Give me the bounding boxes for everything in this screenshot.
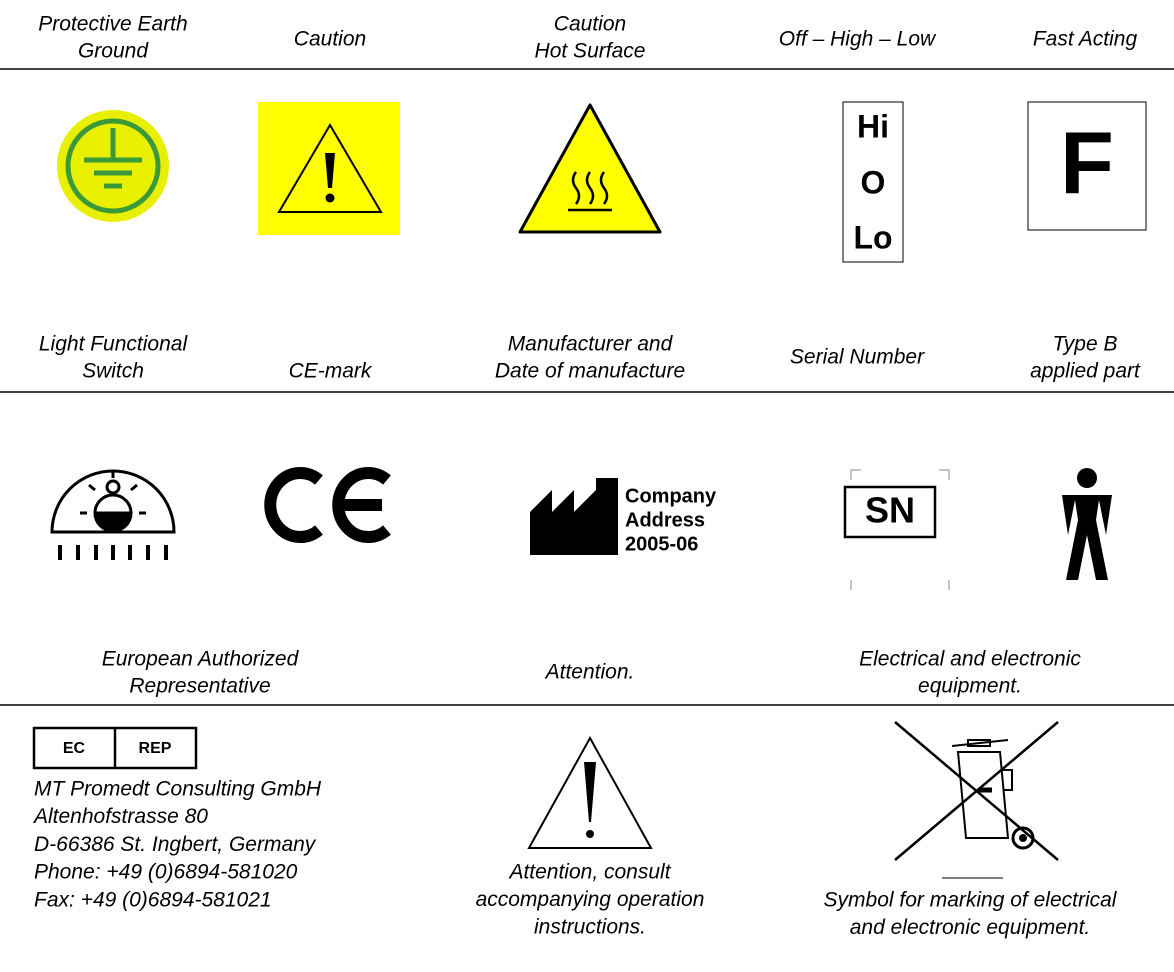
address-line: Fax: +49 (0)6894-581021	[34, 888, 272, 911]
light-switch-symbol	[50, 469, 176, 560]
attention-symbol	[527, 735, 653, 849]
switch-text: O	[861, 164, 886, 200]
earth-symbol	[57, 110, 169, 222]
symbol-label: Electrical and electronic	[859, 648, 1081, 671]
switch-text: Lo	[853, 219, 892, 255]
dividers	[0, 68, 1174, 706]
address-line: D-66386 St. Ingbert, Germany	[34, 833, 317, 856]
serial-text: SN	[865, 490, 915, 531]
symbol-label: Hot Surface	[535, 40, 646, 63]
weee-symbol	[894, 721, 1059, 879]
address-line: Altenhofstrasse 80	[32, 805, 208, 828]
symbol-label: European Authorized	[102, 648, 300, 671]
symbol-label: Serial Number	[790, 346, 925, 369]
manufacturer-text: Company	[625, 485, 717, 507]
rep-text: REP	[139, 740, 172, 757]
serial-symbol: SN	[843, 469, 950, 590]
symbol-label: Attention.	[544, 661, 635, 684]
symbol-label: equipment.	[918, 675, 1022, 698]
symbol-label: Date of manufacture	[495, 360, 685, 383]
symbol-label: Fast Acting	[1033, 28, 1138, 51]
symbol-label: Type B	[1053, 333, 1118, 356]
type-b-symbol	[1062, 468, 1112, 580]
symbol-label: CE-mark	[289, 360, 373, 383]
attention-description: accompanying operation	[476, 888, 705, 911]
attention-description: instructions.	[534, 916, 646, 939]
symbol-label: Representative	[129, 675, 270, 698]
manufacturer-text: 2005-06	[625, 533, 698, 555]
symbol-label: Caution	[294, 28, 366, 51]
symbol-label: applied part	[1030, 360, 1141, 383]
switch-symbol: Hi O Lo	[842, 101, 904, 263]
symbol-label: Light Functional	[39, 333, 189, 356]
symbol-label: Protective Earth	[38, 13, 187, 36]
symbol-label: Ground	[78, 40, 149, 63]
manufacturer-symbol: Company Address 2005-06	[530, 478, 717, 555]
symbol-label: Caution	[554, 13, 626, 36]
symbol-label: Switch	[82, 360, 144, 383]
ec-rep-symbol: EC REP	[32, 726, 198, 770]
address-line: MT Promedt Consulting GmbH	[34, 778, 322, 801]
weee-description: and electronic equipment.	[850, 916, 1091, 939]
symbol-label: Off – High – Low	[779, 28, 937, 51]
switch-text: Hi	[857, 108, 889, 144]
fuse-symbol: F	[1027, 101, 1147, 231]
symbol-label: Manufacturer and	[508, 333, 674, 356]
caution-symbol	[258, 102, 400, 235]
attention-description: Attention, consult	[507, 861, 671, 884]
weee-description: Symbol for marking of electrical	[824, 889, 1118, 912]
ce-symbol	[264, 467, 391, 543]
hot-surface-symbol	[518, 103, 662, 234]
labels: Protective Earth Ground Caution Caution Hot …	[32, 13, 1141, 940]
ec-text: EC	[63, 740, 86, 757]
manufacturer-text: Address	[625, 509, 705, 531]
fuse-text: F	[1060, 113, 1114, 212]
address-line: Phone: +49 (0)6894-581020	[34, 861, 298, 884]
